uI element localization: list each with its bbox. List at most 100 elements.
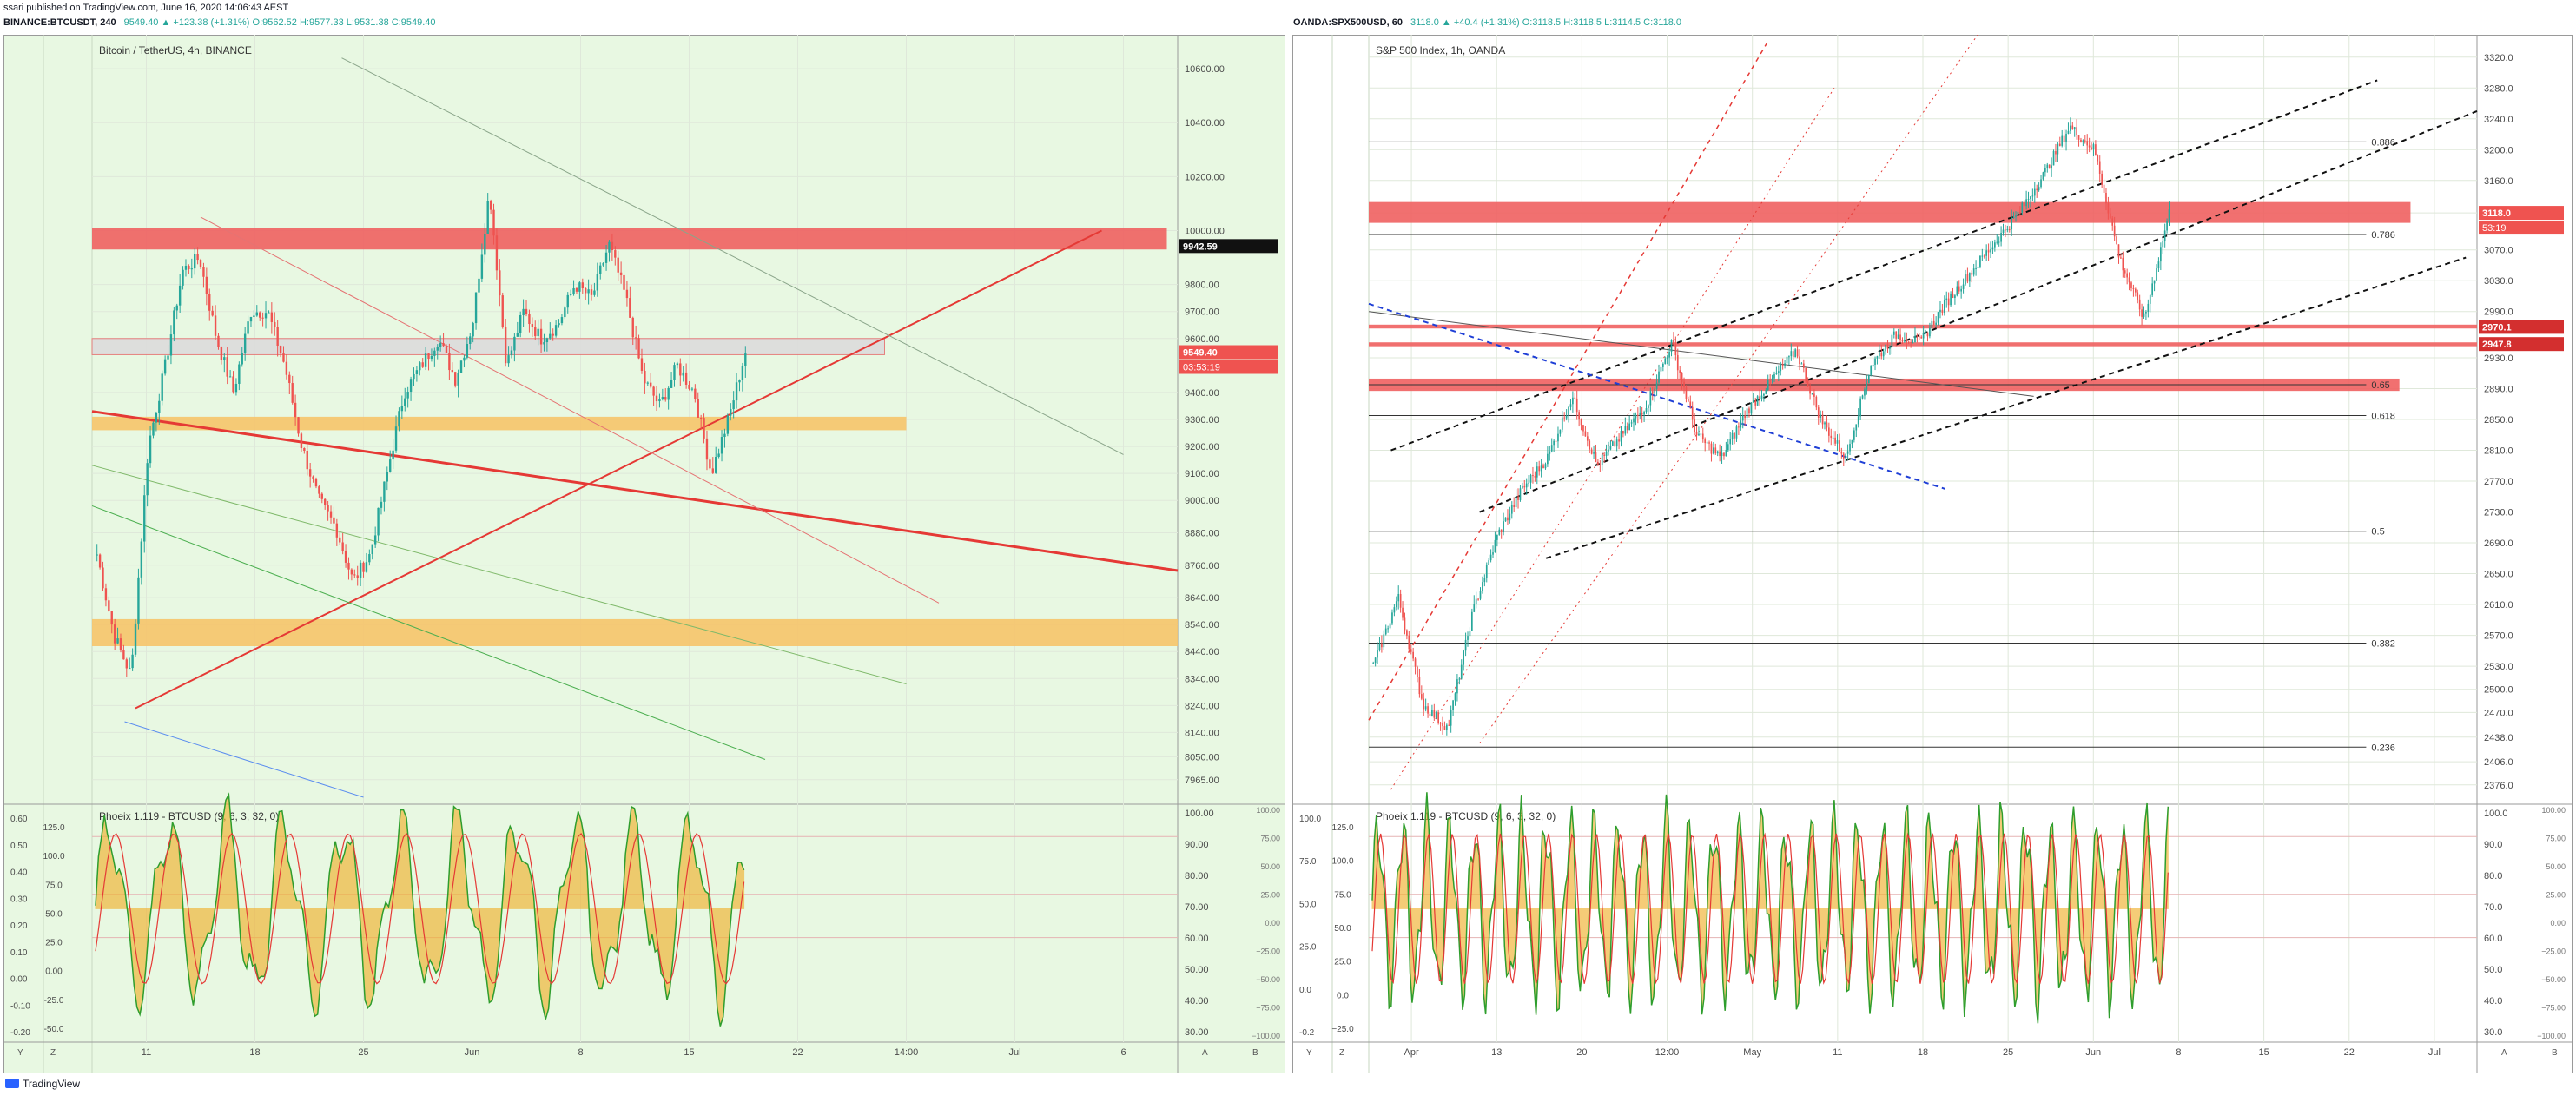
candle-body (552, 333, 554, 336)
candle-body (255, 312, 258, 316)
right-ticker[interactable]: OANDA:SPX500USD, 60 (1293, 17, 1403, 28)
candle-body (208, 294, 211, 311)
candle-body (140, 541, 143, 578)
osc-left-tick: 0.40 (10, 868, 28, 878)
y-tick-label: 8340.00 (1185, 674, 1219, 684)
osc-left-tick-2: -50.0 (44, 1025, 64, 1034)
candle-body (1609, 445, 1612, 450)
candle-body (1660, 366, 1662, 372)
candle-body (1920, 336, 1923, 339)
candle-body (1763, 393, 1765, 396)
osc-right-tick: 90.0 (2484, 840, 2502, 850)
candle-body (732, 400, 735, 410)
candle-body (1666, 357, 1668, 359)
osc-right-tick-2: −50.00 (2541, 975, 2566, 984)
candle-body (1713, 447, 1714, 454)
y-tick-label: 3280.0 (2484, 83, 2513, 94)
candle-body (1773, 374, 1775, 379)
y-tick-label: 2470.0 (2484, 708, 2513, 718)
candle-body (720, 437, 723, 454)
y-tick-label: 9400.00 (1185, 388, 1219, 399)
y-tick-label: 2500.0 (2484, 685, 2513, 696)
candle-body (2011, 217, 2013, 230)
candle-body (1477, 598, 1479, 600)
candle-body (356, 575, 359, 578)
candle-body (1510, 505, 1513, 514)
candle-body (1996, 241, 1998, 243)
candle-body (1645, 408, 1648, 412)
osc-left-tick-2: 0.00 (45, 967, 63, 977)
candle-body (1485, 565, 1488, 578)
y-tick-label: 2890.0 (2484, 384, 2513, 394)
candle-body (581, 282, 584, 288)
candle-body (1494, 539, 1496, 553)
candle-body (1568, 406, 1569, 416)
candle-body (1553, 440, 1555, 446)
trend-line (341, 57, 1124, 455)
candle-body (1775, 373, 1778, 375)
candle-body (1945, 298, 1948, 300)
candle-body (1590, 449, 1593, 454)
candle-body (1701, 433, 1704, 440)
y-tick-label: 3030.0 (2484, 276, 2513, 287)
candle-body (1673, 340, 1674, 345)
candle-body (448, 353, 451, 371)
x-tick-label: 13 (1491, 1047, 1502, 1058)
candle-body (308, 469, 312, 477)
candle-body (510, 350, 513, 356)
tradingview-logo[interactable]: TradingView (5, 1078, 80, 1090)
spx-chart[interactable]: 3320.0 3280.0 3240.0 3200.0 3160.0 3118.0 3070… (1292, 35, 2573, 1073)
osc-right-tick: 50.0 (2484, 965, 2502, 975)
x-tick-label: 25 (358, 1047, 368, 1058)
candle-body (1741, 415, 1744, 421)
left-ticker[interactable]: BINANCE:BTCUSDT, 240 (3, 17, 116, 28)
candle-body (1450, 710, 1452, 726)
candle-body (116, 638, 119, 644)
y-tick-label: 2810.0 (2484, 446, 2513, 457)
candle-body (1387, 628, 1389, 630)
candle-body (1593, 452, 1595, 454)
osc-left-tick: 0.00 (10, 975, 28, 985)
candle-body (2134, 288, 2137, 293)
candle-body (1544, 464, 1547, 469)
y-tick-label: 8140.00 (1185, 728, 1219, 738)
candle-body (1760, 395, 1763, 399)
candle-body (2120, 257, 2122, 259)
candle-body (182, 269, 184, 286)
candle-body (2132, 287, 2135, 289)
candle-body (1549, 451, 1551, 454)
candle-body (501, 295, 504, 327)
candle-body (2012, 216, 2015, 218)
btc-chart[interactable]: 10600.00 10400.00 10200.00 10000.00 9800.00 9… (3, 35, 1285, 1073)
candle-body (424, 353, 427, 367)
candle-body (1932, 320, 1935, 325)
x-tick-label: Jul (1008, 1047, 1020, 1058)
candle-body (2025, 199, 2027, 207)
page-header: ssari published on TradingView.com, June… (0, 0, 2576, 35)
candle-body (1628, 423, 1631, 431)
x-tick-label: Jul (2428, 1047, 2441, 1058)
candle-body (519, 314, 522, 333)
candle-body (1853, 430, 1855, 440)
candle-body (1685, 387, 1688, 399)
candle-body (1977, 266, 1979, 268)
candle-body (2006, 229, 2009, 231)
candle-body (261, 317, 264, 319)
candle-body (558, 323, 560, 326)
candle-body (1635, 414, 1637, 419)
y-tick-label: 3240.0 (2484, 115, 2513, 125)
candle-body (1979, 255, 1981, 267)
candle-body (697, 399, 699, 418)
candle-body (2084, 140, 2086, 142)
candle-body (1855, 424, 1858, 431)
candle-body (1939, 309, 1941, 313)
candle-body (650, 382, 652, 387)
price-badge (2479, 206, 2564, 221)
candle-body (2156, 268, 2157, 281)
osc-right-tick-2: −100.00 (2537, 1032, 2566, 1040)
candle-body (1565, 415, 1568, 419)
oscillator-red-line (95, 832, 745, 985)
candle-body (173, 310, 175, 335)
y-tick-label: 9300.00 (1185, 415, 1219, 426)
candle-body (253, 315, 255, 317)
